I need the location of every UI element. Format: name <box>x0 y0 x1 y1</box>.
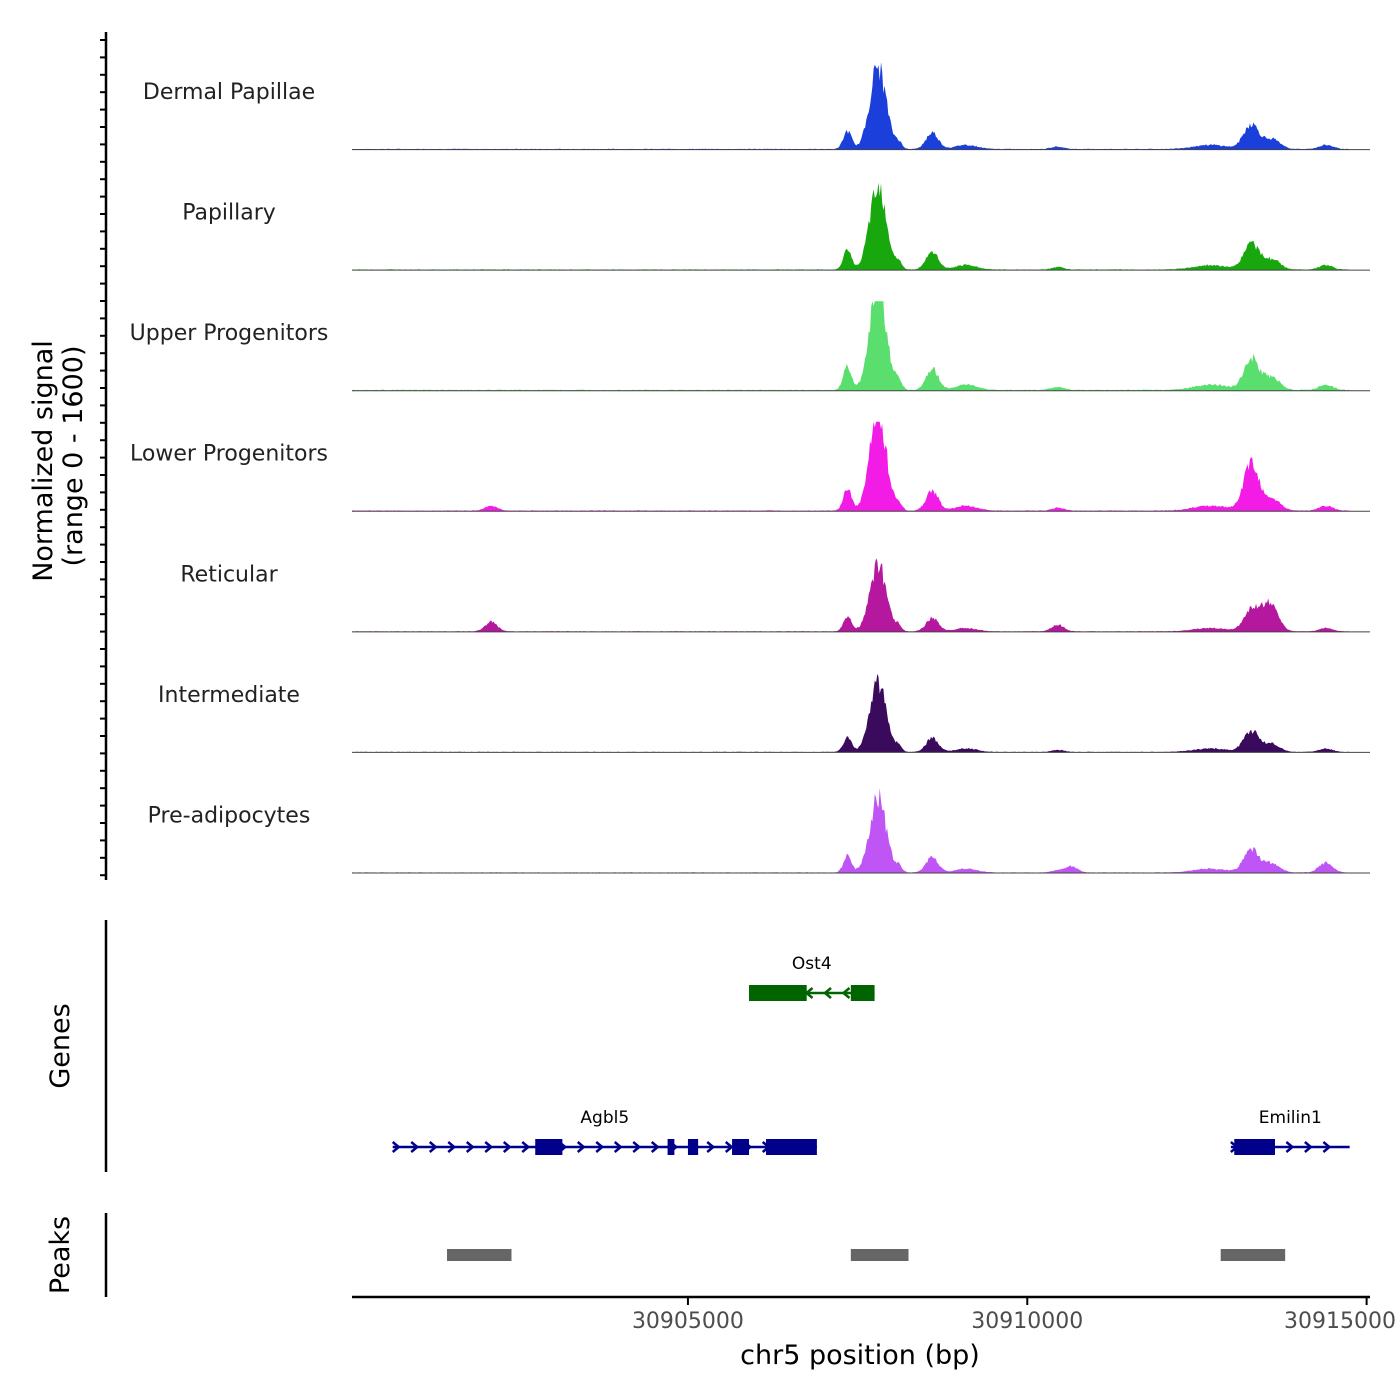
gene-exon <box>749 985 807 1001</box>
strand-arrow <box>465 1141 475 1153</box>
strand-arrow <box>632 1141 642 1153</box>
strand-arrow <box>823 987 832 999</box>
genes-track-label: Genes <box>45 1003 76 1088</box>
gene-exon <box>850 985 875 1001</box>
y-axis-ticks <box>100 39 106 877</box>
track-pre-adipocytes <box>352 787 1370 874</box>
gene-agbl5: Agbl5 <box>391 1108 817 1155</box>
genes-track: Genes Ost4 Agbl5 Emilin1 <box>45 920 1350 1172</box>
track-label-upper-progenitors: Upper Progenitors <box>130 321 329 346</box>
strand-arrow <box>521 1141 531 1153</box>
strand-arrow <box>447 1141 457 1153</box>
track-label-reticular: Reticular <box>180 562 278 587</box>
track-label-papillary: Papillary <box>182 201 276 226</box>
strand-arrow <box>391 1141 401 1153</box>
strand-arrow <box>595 1141 605 1153</box>
signal-tracks <box>352 62 1370 874</box>
x-axis-ticks: 30905000 30910000 30915000 <box>632 1297 1396 1334</box>
signal-area-reticular <box>352 558 1350 632</box>
track-label-lower-progenitors: Lower Progenitors <box>130 442 328 467</box>
gene-ost4: Ost4 <box>749 954 875 1001</box>
x-tick-label: 30915000 <box>1284 1309 1396 1334</box>
peaks-track: Peaks <box>45 1213 1286 1297</box>
gene-exon <box>732 1139 750 1155</box>
strand-arrow <box>428 1141 438 1153</box>
signal-area-upper-progenitors <box>352 301 1350 391</box>
peak-bars <box>447 1249 1286 1261</box>
signal-area-lower-progenitors <box>352 421 1350 512</box>
track-reticular <box>352 558 1370 633</box>
strand-arrow <box>1322 1141 1332 1153</box>
track-dermal-papillae <box>352 62 1370 151</box>
gene-exon <box>535 1139 563 1155</box>
signal-area-dermal-papillae <box>352 62 1350 150</box>
gene-emilin1: Emilin1 <box>1230 1108 1350 1155</box>
peak-bar <box>850 1249 909 1261</box>
x-tick-label: 30910000 <box>971 1309 1083 1334</box>
y-axis-label-line1: Normalized signal <box>28 340 59 582</box>
gene-label-agbl5: Agbl5 <box>580 1108 629 1128</box>
strand-arrow <box>706 1141 716 1153</box>
peaks-track-label: Peaks <box>45 1216 76 1294</box>
x-tick-label: 30905000 <box>632 1309 744 1334</box>
peak-bar <box>447 1249 512 1261</box>
gene-models: Ost4 Agbl5 Emilin1 <box>391 954 1350 1155</box>
track-intermediate <box>352 673 1370 753</box>
y-axis: Normalized signal (range 0 - 1600) <box>28 32 108 880</box>
strand-arrow <box>410 1141 420 1153</box>
y-axis-label-line2: (range 0 - 1600) <box>58 346 89 567</box>
signal-area-papillary <box>352 182 1350 271</box>
strand-arrow <box>841 987 851 999</box>
peak-bar <box>1220 1249 1286 1261</box>
strand-arrow <box>502 1141 512 1153</box>
strand-arrow <box>1304 1141 1313 1153</box>
strand-arrow <box>650 1141 660 1153</box>
gene-exon <box>1234 1139 1275 1155</box>
strand-arrow <box>1285 1141 1295 1153</box>
x-axis: 30905000 30910000 30915000 chr5 position (… <box>352 1295 1396 1371</box>
track-label-pre-adipocytes: Pre-adipocytes <box>148 803 311 828</box>
gene-label-ost4: Ost4 <box>792 954 832 974</box>
track-lower-progenitors <box>352 421 1370 512</box>
track-papillary <box>352 182 1370 271</box>
track-labels: Dermal Papillae Papillary Upper Progenitor… <box>130 80 329 828</box>
strand-arrow <box>613 1141 623 1153</box>
track-label-intermediate: Intermediate <box>158 683 300 708</box>
track-upper-progenitors <box>352 301 1370 392</box>
gene-exon <box>765 1139 817 1155</box>
gene-exon <box>687 1139 699 1155</box>
strand-arrow <box>484 1141 494 1153</box>
strand-arrow <box>724 1141 734 1153</box>
track-label-dermal-papillae: Dermal Papillae <box>143 80 315 105</box>
gene-exon <box>667 1139 675 1155</box>
signal-area-pre-adipocytes <box>352 787 1350 873</box>
gene-label-emilin1: Emilin1 <box>1259 1108 1322 1128</box>
strand-arrow <box>576 1141 586 1153</box>
signal-area-intermediate <box>352 673 1350 753</box>
x-axis-label: chr5 position (bp) <box>740 1340 980 1371</box>
